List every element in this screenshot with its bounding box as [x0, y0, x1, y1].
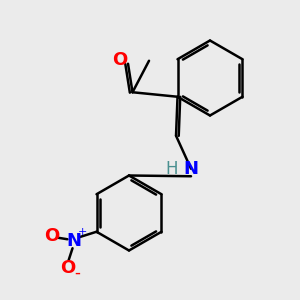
- Text: O: O: [112, 51, 127, 69]
- Text: O: O: [44, 227, 59, 245]
- Text: H: H: [165, 160, 178, 178]
- Text: N: N: [67, 232, 82, 250]
- Text: +: +: [78, 227, 87, 237]
- Text: -: -: [75, 264, 81, 282]
- Text: O: O: [60, 259, 76, 277]
- Text: N: N: [184, 160, 199, 178]
